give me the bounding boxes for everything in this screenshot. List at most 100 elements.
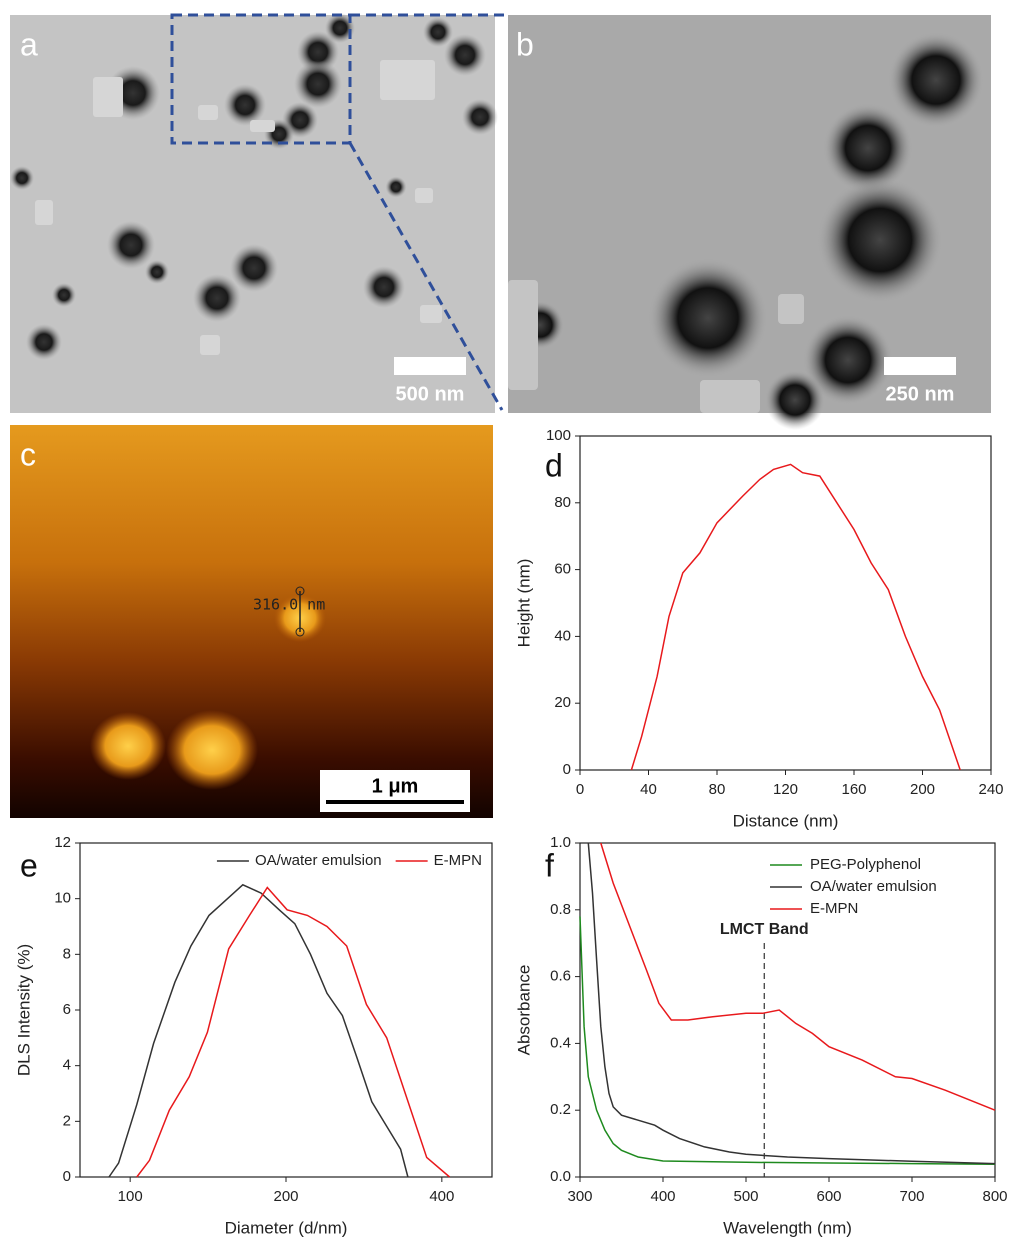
y-tick-label: 10 — [54, 890, 71, 907]
x-tick-label: 240 — [978, 781, 1003, 798]
x-axis-label: Distance (nm) — [733, 811, 839, 830]
x-tick-label: 80 — [709, 781, 726, 798]
panel-label: a — [20, 26, 38, 62]
x-tick-label: 200 — [910, 781, 935, 798]
particle — [462, 99, 498, 135]
y-tick-label: 1.0 — [550, 834, 571, 851]
y-tick-label: 0 — [63, 1168, 71, 1185]
flake — [380, 60, 435, 100]
particles — [508, 32, 984, 430]
particle — [145, 260, 169, 284]
y-tick-label: 0.0 — [550, 1168, 571, 1185]
y-tick-label: 0.2 — [550, 1101, 571, 1118]
x-axis-label: Diameter (d/nm) — [225, 1218, 348, 1237]
y-axis-label: DLS Intensity (%) — [14, 944, 33, 1076]
particle — [294, 60, 342, 108]
particle — [648, 258, 768, 378]
plot-frame — [579, 842, 996, 1178]
y-tick-label: 2 — [63, 1112, 71, 1129]
x-tick-label: 200 — [273, 1188, 298, 1205]
flake — [420, 305, 442, 323]
particle — [26, 324, 62, 360]
y-axis-label: Absorbance — [514, 965, 533, 1056]
flake — [700, 380, 760, 413]
data-line — [630, 463, 961, 771]
data-line — [108, 883, 409, 1178]
flake — [250, 120, 275, 132]
y-tick-label: 0.8 — [550, 901, 571, 918]
x-tick-label: 300 — [567, 1188, 592, 1205]
y-tick-label: 20 — [554, 694, 571, 711]
x-tick-label: 800 — [982, 1188, 1007, 1205]
particle — [325, 13, 355, 43]
measure-end — [295, 627, 305, 637]
x-tick-label: 700 — [899, 1188, 924, 1205]
particle — [803, 315, 893, 405]
panel-label: f — [545, 847, 554, 883]
legend-label: OA/water emulsion — [255, 852, 382, 869]
y-tick-label: 6 — [63, 1001, 71, 1018]
data-line — [587, 842, 996, 1165]
x-tick-label: 0 — [576, 781, 584, 798]
x-tick-label: 400 — [650, 1188, 675, 1205]
flake — [508, 280, 538, 390]
annotation: LMCT Band — [720, 921, 809, 938]
scale-label: 1 μm — [372, 775, 419, 797]
particle — [385, 176, 407, 198]
y-tick-label: 80 — [554, 494, 571, 511]
y-tick-label: 40 — [554, 627, 571, 644]
particle — [888, 32, 984, 128]
legend-label: E-MPN — [810, 900, 858, 917]
flake — [35, 200, 53, 225]
x-tick-label: 160 — [841, 781, 866, 798]
y-tick-label: 0 — [563, 761, 571, 778]
data-line — [136, 886, 451, 1178]
particle — [224, 84, 266, 126]
flake — [93, 77, 123, 117]
x-tick-label: 500 — [733, 1188, 758, 1205]
particle — [230, 244, 278, 292]
particle — [52, 283, 76, 307]
scale-bar — [394, 357, 466, 375]
y-tick-label: 8 — [63, 945, 71, 962]
x-tick-label: 120 — [773, 781, 798, 798]
flake — [198, 105, 218, 120]
particle — [363, 266, 405, 308]
y-tick-label: 100 — [546, 427, 571, 444]
y-tick-label: 60 — [554, 561, 571, 578]
x-tick-label: 600 — [816, 1188, 841, 1205]
panel-label: c — [20, 436, 36, 472]
plot-frame — [79, 842, 493, 1178]
panel-label: e — [20, 847, 38, 883]
particle — [444, 34, 486, 76]
panel-label: b — [516, 26, 534, 62]
particle — [193, 274, 241, 322]
zoom-connector — [348, 142, 504, 411]
flake — [778, 294, 804, 324]
x-tick-label: 100 — [118, 1188, 143, 1205]
scale-box — [320, 770, 470, 812]
y-axis-label: Height (nm) — [514, 559, 533, 648]
scale-bar — [884, 357, 956, 375]
y-tick-label: 0.4 — [550, 1034, 571, 1051]
particle — [817, 177, 943, 303]
data-line — [579, 916, 996, 1166]
plot-frame — [579, 435, 992, 771]
particle — [823, 103, 913, 193]
scale-label: 500 nm — [396, 383, 465, 405]
y-tick-label: 0.6 — [550, 968, 571, 985]
panel-label: d — [545, 447, 563, 483]
particle — [107, 221, 155, 269]
legend-label: PEG-Polyphenol — [810, 856, 921, 873]
flake — [200, 335, 220, 355]
data-line — [600, 842, 996, 1111]
x-tick-label: 400 — [429, 1188, 454, 1205]
legend-label: E-MPN — [434, 852, 482, 869]
particle — [765, 370, 825, 430]
scale-label: 250 nm — [886, 383, 955, 405]
zoom-box — [170, 13, 352, 145]
measure-end — [295, 586, 305, 596]
particle — [10, 166, 34, 190]
